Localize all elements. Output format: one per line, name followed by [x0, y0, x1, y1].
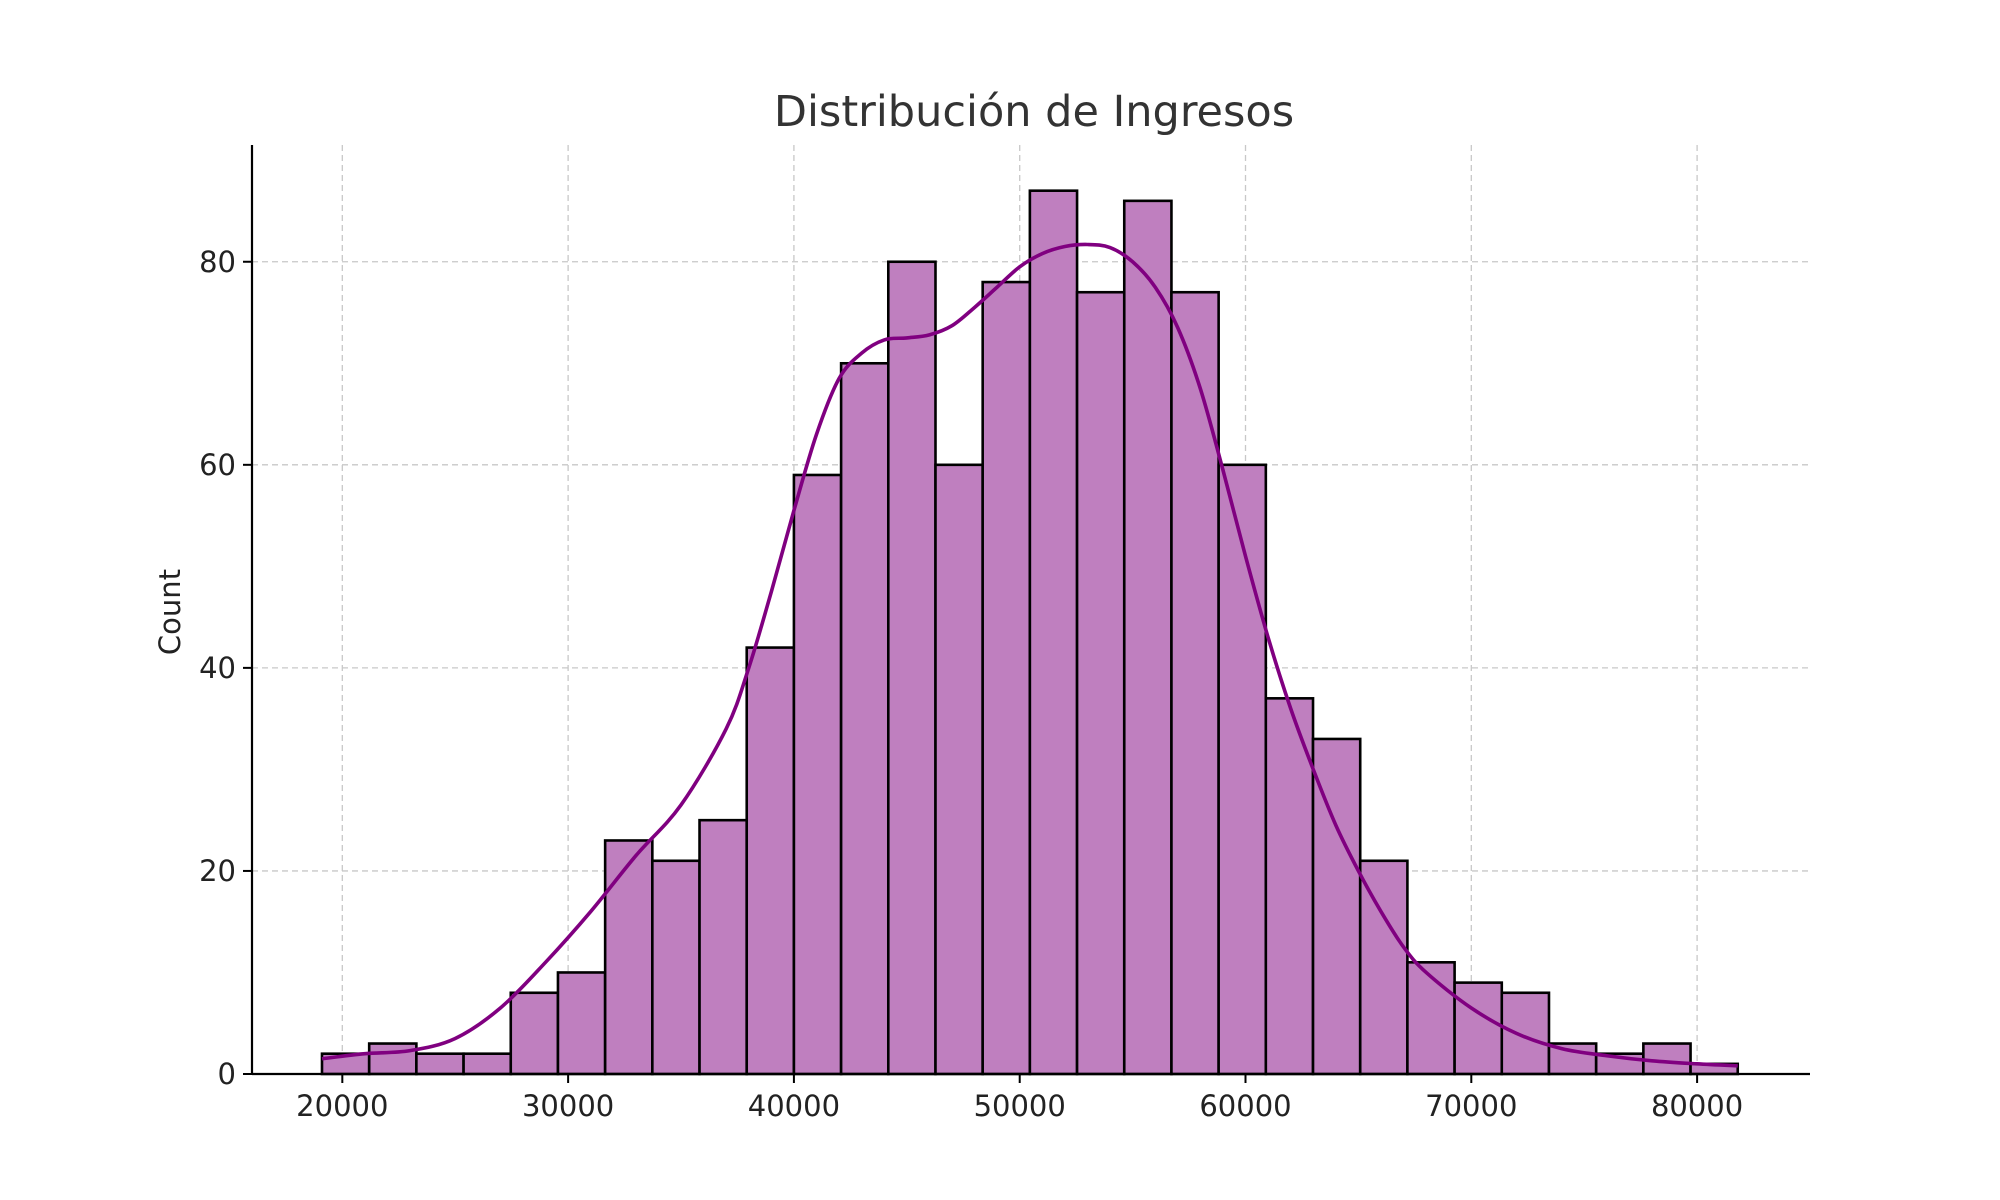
x-tick-label: 20000 [296, 1089, 388, 1123]
histogram-bar [1642, 1042, 1692, 1076]
histogram-bar [886, 260, 937, 1076]
histogram-bar [603, 839, 654, 1076]
x-tick-label: 40000 [748, 1089, 840, 1123]
histogram-bar [1075, 290, 1126, 1076]
histogram-bar [651, 859, 701, 1076]
histogram-bar [981, 280, 1032, 1076]
x-tick-label: 50000 [974, 1089, 1066, 1123]
y-tick-label: 20 [199, 854, 236, 888]
histogram-bar [1500, 991, 1551, 1076]
histogram-bar [839, 361, 890, 1076]
histogram-bar [1122, 199, 1173, 1076]
y-axis-title: Count [153, 569, 187, 655]
bars-layer [320, 189, 1740, 1076]
ticks-layer: 0 20 40 60 80 20000 30000 40000 50000 60000 70000 8… [199, 245, 1743, 1123]
x-tick-label: 80000 [1651, 1089, 1743, 1123]
histogram-bar [1217, 463, 1268, 1076]
x-tick-label: 60000 [1199, 1089, 1291, 1123]
histogram-bar [934, 463, 984, 1076]
histogram-bar [1028, 189, 1079, 1076]
y-tick-label: 40 [199, 651, 236, 685]
kde-layer [321, 242, 1738, 1068]
histogram-bar [556, 971, 607, 1076]
histogram-bar [792, 473, 843, 1076]
histogram-bar [509, 991, 560, 1076]
x-tick-label: 30000 [522, 1089, 614, 1123]
histogram-bar [1358, 859, 1409, 1076]
histogram-bar [367, 1042, 418, 1076]
histogram-bar [698, 818, 749, 1076]
axes-layer [250, 145, 1810, 1076]
y-tick-label: 0 [218, 1057, 236, 1091]
kde-curve [321, 242, 1738, 1068]
histogram-bar [1453, 981, 1504, 1076]
histogram-bar [1311, 737, 1362, 1076]
histogram-bar [415, 1052, 465, 1076]
histogram-bar [1170, 290, 1220, 1076]
chart-title: Distribución de Ingresos [774, 87, 1294, 137]
x-tick-label: 70000 [1425, 1089, 1517, 1123]
histogram-bar [745, 646, 796, 1076]
y-tick-label: 80 [199, 245, 236, 279]
histogram-bar [462, 1052, 513, 1076]
y-tick-label: 60 [199, 448, 236, 482]
